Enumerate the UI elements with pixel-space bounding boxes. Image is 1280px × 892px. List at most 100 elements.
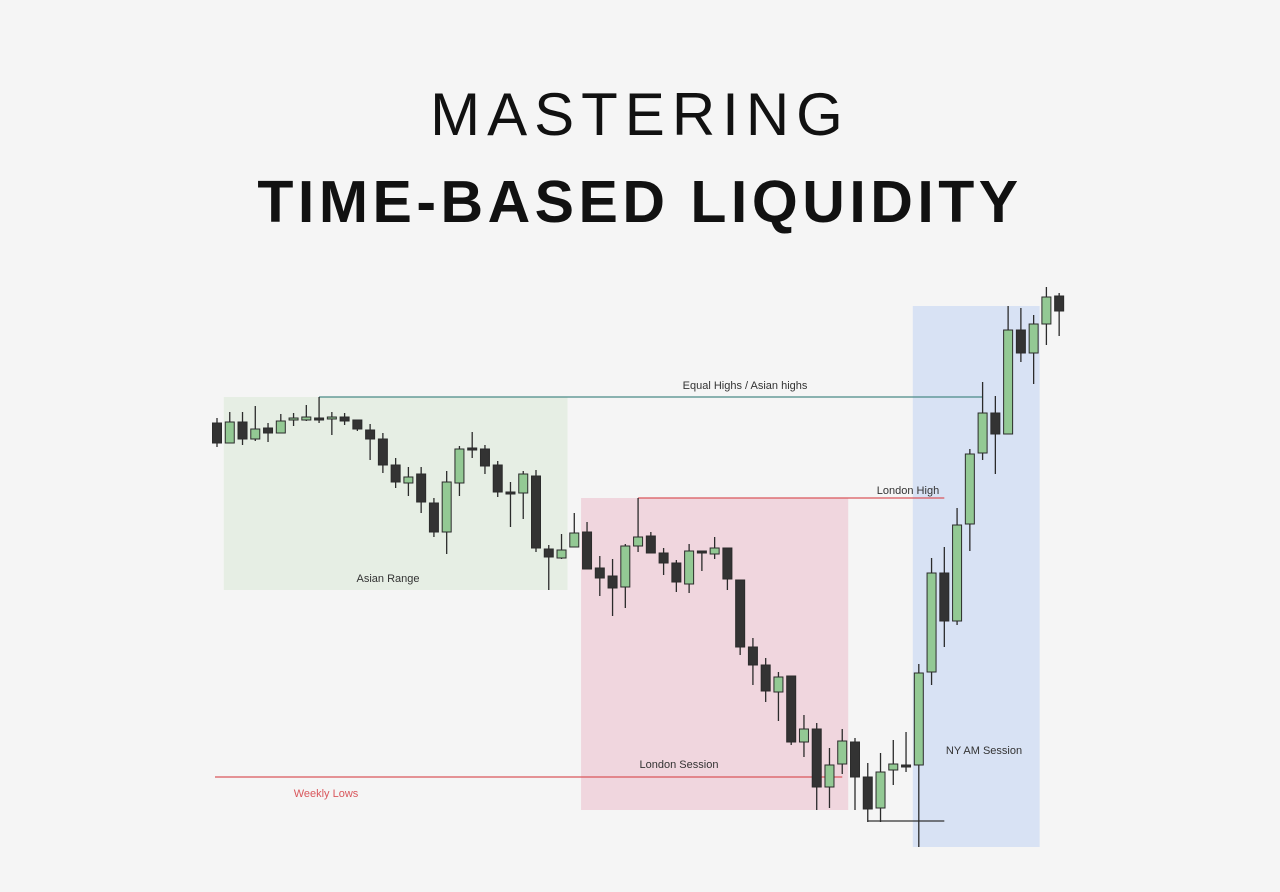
bearish-candle-body [467,447,478,451]
bullish-candle-body [326,416,337,420]
bullish-candle-body [773,676,784,693]
title-line-1: MASTERING [430,81,850,148]
candle-10 [339,413,350,425]
bearish-candle-body [811,728,822,788]
candle-3 [250,406,261,441]
candle-8 [314,397,325,423]
bullish-candle-body [556,549,567,559]
candle-4 [263,423,274,442]
candle-60 [977,382,988,460]
bearish-candle-body [862,776,873,810]
candle-45 [786,675,797,745]
bearish-candle-body [607,575,618,589]
candle-32 [620,544,631,608]
candle-29 [582,522,593,570]
candle-26 [543,545,554,590]
bearish-candle-body [1015,329,1026,354]
candle-18 [441,471,452,554]
bullish-candle-body [926,572,937,673]
bullish-candle-body [1041,296,1052,325]
candle-38 [696,550,707,571]
candle-25 [531,470,541,552]
bullish-candle-body [952,524,963,622]
candle-17 [428,498,439,537]
bullish-candle-body [684,550,695,585]
bullish-candle-body [824,764,835,788]
candle-22 [492,461,503,497]
bullish-candle-body [441,481,452,533]
weekly-lows-label: Weekly Lows [294,788,359,800]
asian-range-label: Asian Range [357,573,420,585]
candle-66 [1054,293,1065,336]
bearish-candle-body [237,421,248,440]
candle-37 [684,544,695,593]
candle-5 [275,414,286,434]
candle-42 [747,638,758,685]
bearish-candle-body [645,535,656,554]
candle-19 [454,446,465,496]
bullish-candle-body [620,545,631,588]
candle-1 [224,412,235,444]
candle-7 [301,405,312,421]
candle-58 [952,508,963,625]
candle-57 [939,547,950,647]
bearish-candle-body [416,473,427,503]
candle-64 [1028,315,1039,384]
bullish-candle-body [837,740,848,765]
candle-54 [901,732,912,772]
candle-43 [760,658,771,702]
bullish-candle-body [977,412,988,454]
bearish-candle-body [722,547,733,580]
candle-30 [594,556,605,596]
bullish-candle-body [454,448,465,484]
candle-59 [964,449,975,551]
bullish-candle-body [964,453,975,525]
bearish-candle-body [212,422,222,444]
bullish-candle-body [798,728,809,743]
candle-27 [556,534,567,559]
candle-61 [990,396,1001,474]
candle-33 [633,498,644,552]
candle-50 [850,738,860,810]
bearish-candle-body [582,531,593,570]
session-zone-0 [223,397,568,590]
candle-21 [479,445,490,474]
candle-20 [467,432,478,458]
candle-56 [926,558,937,685]
candle-36 [671,560,682,592]
ny-am-session-label: NY AM Session [946,745,1022,757]
candle-24 [518,471,529,519]
candle-63 [1015,308,1026,362]
candle-13 [377,433,388,473]
bearish-candle-body [696,550,707,554]
candle-12 [365,424,376,460]
bearish-candle-body [901,764,912,768]
bearish-candle-body [594,567,605,579]
candle-53 [888,740,899,785]
candle-40 [722,547,733,590]
candle-34 [645,532,656,554]
bullish-candle-body [913,672,924,766]
bearish-candle-body [747,646,758,666]
candle-2 [237,412,248,445]
bearish-candle-body [492,464,503,493]
bearish-candle-body [479,448,490,467]
candle-52 [875,753,886,822]
candle-55 [913,664,924,847]
bullish-candle-body [224,421,235,444]
bullish-candle-body [250,428,261,440]
bullish-candle-body [709,547,720,555]
bearish-candle-body [1054,295,1065,312]
bullish-candle-body [875,771,886,809]
candle-31 [607,559,618,616]
london-high-label: London High [877,485,939,497]
candle-14 [390,458,401,488]
candle-6 [288,413,299,426]
candle-51 [862,763,873,822]
candle-46 [798,715,809,757]
candle-41 [735,579,746,655]
candle-23 [505,482,516,527]
bearish-candle-body [339,416,350,422]
bearish-candle-body [671,562,682,583]
